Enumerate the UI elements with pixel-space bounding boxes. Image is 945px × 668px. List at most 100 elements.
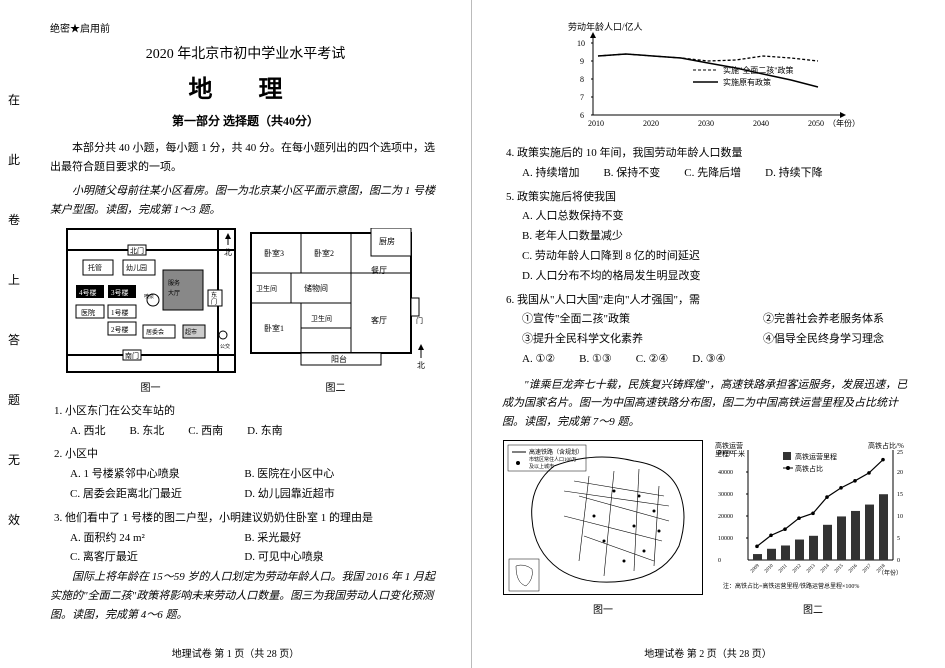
svg-text:卧室2: 卧室2: [314, 248, 334, 258]
svg-text:6: 6: [580, 111, 584, 120]
svg-text:15: 15: [897, 492, 903, 498]
svg-text:10: 10: [577, 39, 585, 48]
q6-o3: ③提升全民科学文化素养: [522, 330, 643, 350]
q6-subs-2: ③提升全民科学文化素养 ④倡导全民终身学习理念: [522, 330, 914, 350]
q2-a: A. 1 号楼紧邻中心喷泉: [70, 465, 244, 485]
svg-text:劳动年龄人口/亿人: 劳动年龄人口/亿人: [568, 21, 643, 32]
svg-text:高速铁路（含规划）: 高速铁路（含规划）: [529, 448, 583, 456]
svg-text:北: 北: [417, 361, 425, 370]
q4-a: A. 持续增加: [522, 164, 579, 184]
q4-b: B. 保持不变: [603, 164, 660, 184]
bar-chart-label: 图二: [713, 601, 913, 616]
svg-text:40000: 40000: [718, 470, 733, 476]
q3-c: C. 离客厅最近: [70, 548, 244, 568]
svg-text:餐厅: 餐厅: [371, 266, 387, 275]
intro-text-3: "谁乘巨龙奔七十载，民族复兴铸辉煌"，高速铁路承担客运服务，发展迅速，已成为国家…: [502, 376, 914, 432]
floor-plan: 厨房 卧室3 卧室2 餐厅 卫生间 储物间 卧室1 卫生间 客厅: [246, 228, 426, 373]
q6-o4: ④倡导全民终身学习理念: [763, 330, 884, 350]
q3-d: D. 可见中心喷泉: [244, 548, 418, 568]
q1-c: C. 西南: [188, 422, 223, 442]
labor-population-chart: 劳动年龄人口/亿人 6 7 8 9 10 2010 2020 2030 2040…: [558, 20, 858, 135]
chart-3-box: 劳动年龄人口/亿人 6 7 8 9 10 2010 2020 2030 2040…: [502, 20, 914, 138]
q2-text: 2. 小区中: [54, 445, 441, 465]
q6-d: D. ③④: [692, 350, 725, 370]
svg-text:厨房: 厨房: [379, 236, 395, 246]
side-char: 无: [8, 440, 20, 480]
q2-d: D. 幼儿园靠近超市: [244, 485, 418, 505]
svg-text:居委会: 居委会: [146, 328, 164, 336]
q2-b: B. 医院在小区中心: [244, 465, 418, 485]
china-map-label: 图一: [503, 601, 703, 616]
q5-a: A. 人口总数保持不变: [522, 207, 914, 227]
figures-row-1: 北门 北 托管 幼儿园 4号楼 3号楼 喷泉 1号楼 2号楼 服务大厅: [50, 228, 441, 394]
svg-text:高铁占比: 高铁占比: [795, 464, 823, 473]
china-rail-map: 高速铁路（含规划） 市辖区常住人口100万 及以上城市: [503, 440, 703, 595]
svg-text:市辖区常住人口100万: 市辖区常住人口100万: [529, 456, 577, 463]
svg-text:10: 10: [897, 514, 903, 520]
svg-text:2016: 2016: [848, 563, 859, 574]
svg-text:卫生间: 卫生间: [256, 284, 277, 293]
q6-text: 6. 我国从"人口大国"走向"人才强国"，需: [506, 291, 914, 311]
svg-text:实施"全面二孩"政策: 实施"全面二孩"政策: [723, 65, 794, 75]
intro-text-2: 国际上将年龄在 15～59 岁的人口划定为劳动年龄人口。我国 2016 年 1 …: [50, 568, 441, 624]
q3-text: 3. 他们看中了 1 号楼的图二户型，小明建议奶奶住卧室 1 的理由是: [54, 509, 441, 529]
svg-text:2009: 2009: [750, 563, 761, 574]
svg-text:30000: 30000: [718, 492, 733, 498]
svg-text:服务: 服务: [168, 279, 180, 287]
rail-mileage-chart: 高铁运营里程/千米 高铁占比/% 0 10000 20000 30000 400…: [713, 440, 913, 595]
svg-text:幼儿园: 幼儿园: [126, 263, 147, 272]
svg-text:2012: 2012: [792, 563, 803, 574]
svg-text:北门: 北门: [130, 246, 144, 255]
q4-c: C. 先降后增: [684, 164, 741, 184]
svg-text:注：高铁占比=高铁运营里程/铁路运营总里程×100%: 注：高铁占比=高铁运营里程/铁路运营总里程×100%: [723, 582, 859, 590]
q3-options: A. 面积约 24 m² B. 采光最好 C. 离客厅最近 D. 可见中心喷泉: [70, 529, 441, 569]
svg-text:南门: 南门: [125, 351, 139, 360]
figure-2-box: 厨房 卧室3 卧室2 餐厅 卫生间 储物间 卧室1 卫生间 客厅: [246, 228, 426, 394]
svg-text:门: 门: [416, 316, 423, 325]
subject-title: 地 理: [50, 69, 441, 104]
classified-label: 绝密★启用前: [50, 20, 441, 35]
q6-subs-1: ①宣传"全面二孩"政策 ②完善社会养老服务体系: [522, 310, 914, 330]
side-char: 答: [8, 320, 20, 360]
q3-b: B. 采光最好: [244, 529, 418, 549]
q1-text: 1. 小区东门在公交车站的: [54, 402, 441, 422]
svg-text:高铁占比/%: 高铁占比/%: [868, 441, 904, 450]
svg-text:大厅: 大厅: [168, 289, 180, 297]
svg-text:阳台: 阳台: [331, 354, 347, 364]
section-heading: 第一部分 选择题（共40分）: [50, 112, 441, 129]
svg-text:10000: 10000: [718, 536, 733, 542]
side-char: 效: [8, 500, 20, 540]
side-char: 题: [8, 380, 20, 420]
svg-text:5: 5: [897, 536, 900, 542]
svg-text:医院: 医院: [81, 308, 95, 317]
q4-d: D. 持续下降: [765, 164, 822, 184]
q5-text: 5. 政策实施后将使我国: [506, 188, 914, 208]
svg-text:2040: 2040: [753, 119, 769, 128]
svg-text:2014: 2014: [820, 563, 831, 574]
side-char: 在: [8, 80, 20, 120]
svg-text:北: 北: [224, 248, 232, 257]
q6-a: A. ①②: [522, 350, 555, 370]
exam-title: 2020 年北京市初中学业水平考试: [50, 43, 441, 63]
q6-o2: ②完善社会养老服务体系: [763, 310, 884, 330]
binding-labels: 在 此 卷 上 答 题 无 效: [8, 80, 20, 560]
svg-text:卫生间: 卫生间: [311, 314, 332, 323]
svg-text:东: 东: [211, 291, 217, 299]
q3-a: A. 面积约 24 m²: [70, 529, 244, 549]
q6-o1: ①宣传"全面二孩"政策: [522, 310, 630, 330]
svg-text:卧室3: 卧室3: [264, 248, 284, 258]
svg-text:2010: 2010: [764, 563, 775, 574]
svg-text:0: 0: [897, 558, 900, 564]
svg-text:8: 8: [580, 75, 584, 84]
svg-text:高铁运营: 高铁运营: [715, 441, 743, 450]
q5-b: B. 老年人口数量减少: [522, 227, 914, 247]
q5-c: C. 劳动年龄人口降到 8 亿的时间延迟: [522, 247, 914, 267]
svg-text:20000: 20000: [718, 514, 733, 520]
q2-c: C. 居委会距离北门最近: [70, 485, 244, 505]
figure-1-label: 图一: [66, 379, 236, 394]
q6-b: B. ①③: [579, 350, 612, 370]
q1-options: A. 西北 B. 东北 C. 西南 D. 东南: [70, 422, 441, 442]
svg-text:高铁运营里程: 高铁运营里程: [795, 452, 837, 461]
figures-row-2: 高速铁路（含规划） 市辖区常住人口100万 及以上城市: [502, 440, 914, 616]
q6-options: A. ①② B. ①③ C. ②④ D. ③④: [522, 350, 914, 370]
